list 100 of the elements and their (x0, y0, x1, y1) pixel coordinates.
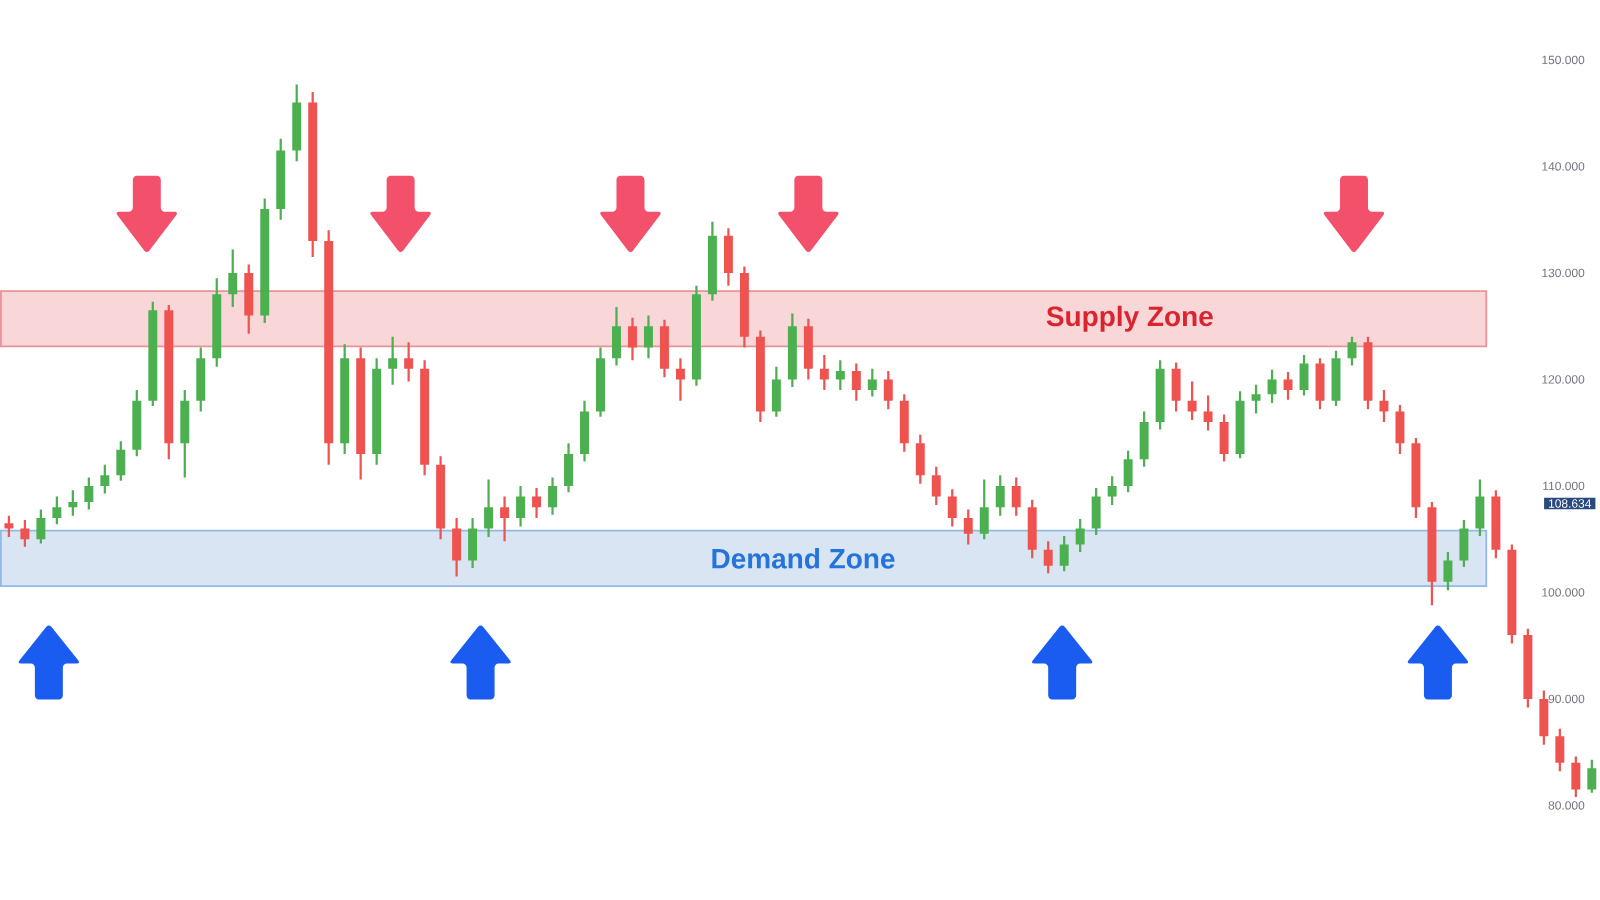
candlestick (1443, 552, 1453, 591)
candlestick (1059, 536, 1069, 572)
candlestick (180, 390, 190, 478)
candlestick (1219, 414, 1229, 462)
candlestick (596, 347, 605, 418)
candlestick (628, 317, 637, 361)
candlestick (1475, 479, 1485, 537)
candlestick (1523, 628, 1533, 708)
candlestick (979, 479, 989, 540)
candlestick (452, 518, 462, 577)
candlestick (1187, 381, 1197, 421)
candlestick (340, 344, 350, 455)
candlestick (883, 371, 893, 410)
candlestick (803, 319, 813, 380)
candlestick (899, 394, 909, 453)
candlestick (1491, 490, 1501, 559)
candlestick (564, 443, 573, 493)
candlestick (1107, 476, 1117, 506)
candlestick (1283, 372, 1293, 400)
candlestick (787, 313, 797, 388)
candlestick (643, 315, 653, 359)
candlestick (1587, 759, 1597, 793)
candlestick (548, 477, 558, 516)
candlestick (436, 456, 446, 540)
candlestick (100, 464, 110, 494)
candlestick (835, 360, 845, 391)
candlestick (324, 230, 334, 465)
candlestick (771, 366, 781, 418)
candlestick (819, 355, 829, 391)
candlestick (851, 363, 861, 402)
candlestick (148, 302, 158, 407)
candlestick (1251, 385, 1261, 414)
candlestick (244, 264, 254, 334)
candlestick (116, 441, 126, 481)
candlestick (516, 486, 526, 527)
candlestick (1123, 451, 1133, 493)
candlestick (196, 347, 206, 412)
candlestick (1299, 355, 1309, 396)
candlestick (372, 358, 382, 465)
candlestick (691, 286, 701, 387)
candlestick (963, 509, 973, 545)
candlestick (276, 139, 286, 221)
candlestick (484, 479, 494, 538)
candlestick (867, 369, 877, 397)
candlestick (20, 520, 30, 547)
candlestick (915, 435, 925, 485)
candlestick (1075, 519, 1085, 553)
candlestick (4, 516, 14, 538)
candlestick (1043, 541, 1053, 574)
candlestick (388, 337, 398, 386)
candlestick (580, 401, 589, 462)
candlestick (1171, 362, 1181, 412)
candlestick (36, 509, 46, 544)
candlestick (292, 84, 302, 162)
candlestick (1139, 411, 1149, 468)
candlestick (52, 496, 62, 525)
candlestick (228, 249, 238, 308)
candlestick (84, 477, 94, 510)
candlestick (132, 390, 142, 457)
candlestick (356, 347, 366, 480)
candlestick (1155, 360, 1165, 430)
candlestick (1363, 337, 1373, 410)
candlestick (308, 92, 318, 258)
candlestick (1427, 502, 1437, 606)
candlestick (500, 496, 510, 542)
candlestick (468, 518, 478, 569)
candlestick (1379, 390, 1389, 423)
candlestick (212, 278, 222, 367)
candlestick (1027, 500, 1037, 559)
candlestick (404, 342, 414, 382)
candlestick (1203, 395, 1213, 431)
candlestick (947, 489, 957, 527)
candlestick (1411, 438, 1421, 519)
candlestick (164, 305, 174, 460)
candlestick (931, 467, 941, 506)
band-label: Supply Zone (1046, 306, 1213, 333)
candlestick (1011, 477, 1021, 517)
candlestick (755, 330, 765, 423)
candlestick (1459, 520, 1469, 568)
candlestick (420, 360, 430, 476)
candlestick (1347, 337, 1357, 366)
band-label: Demand Zone (712, 548, 895, 569)
candlestick (995, 475, 1005, 517)
candlestick (1507, 544, 1517, 644)
candlestick (739, 266, 749, 348)
candlestick (1315, 358, 1325, 410)
candlestick (675, 358, 685, 402)
candlestick (1395, 405, 1405, 455)
candlestick (68, 490, 78, 517)
candlestick (1235, 391, 1245, 459)
candlestick (1571, 756, 1581, 798)
candlestick (1539, 690, 1549, 746)
candlestick (1091, 488, 1101, 536)
candlestick (1331, 351, 1341, 407)
candlestick (1555, 729, 1565, 772)
candlestick (707, 222, 717, 301)
candlestick (659, 320, 669, 378)
candlestick (1267, 370, 1277, 404)
candlestick (260, 198, 270, 324)
candlestick (723, 228, 733, 287)
